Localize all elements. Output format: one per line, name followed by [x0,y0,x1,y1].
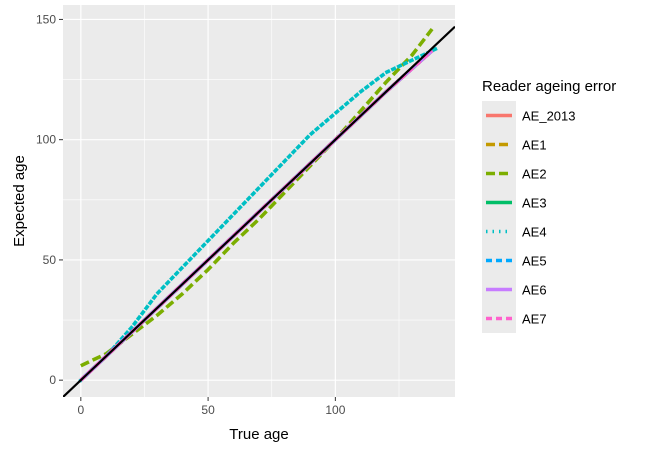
legend-label: AE5 [522,254,547,269]
legend-label: AE4 [522,225,547,240]
x-axis-ticks: 0 50 100 [77,397,346,417]
y-tick-label: 150 [36,12,56,26]
legend-label: AE2 [522,167,547,182]
legend-label: AE_2013 [522,109,576,124]
x-tick-label: 100 [325,403,345,417]
x-tick-label: 50 [201,403,215,417]
legend-title: Reader ageing error [482,78,616,95]
legend-item: AE_2013 [482,101,576,130]
series-line-ae2 [80,27,434,368]
y-axis-title: Expected age [11,155,28,247]
legend-item: AE1 [482,130,547,159]
legend-label: AE6 [522,283,547,298]
x-tick-label: 0 [77,403,84,417]
legend-item: AE6 [482,275,547,304]
reference-line-layer [63,25,455,397]
reference-line [63,25,455,397]
legend: Reader ageing error AE_2013AE1AE2AE3AE4A… [482,78,616,333]
legend-item: AE7 [482,304,547,333]
y-tick-label: 50 [43,253,57,267]
x-axis-title: True age [229,426,288,443]
legend-item: AE2 [482,159,547,188]
legend-item: AE5 [482,246,547,275]
y-tick-label: 100 [36,133,56,147]
legend-items: AE_2013 AE1 AE2 AE3 AE4 AE5 AE6 AE7 [482,101,576,333]
legend-label: AE1 [522,138,547,153]
y-axis-ticks: 0 50 100 150 [36,12,63,387]
legend-item: AE3 [482,188,547,217]
legend-item: AE4 [482,217,547,246]
major-gridlines [63,5,455,397]
legend-label: AE3 [522,196,547,211]
legend-label: AE7 [522,312,547,327]
series-line-ae4 [78,45,440,383]
y-tick-label: 0 [49,373,56,387]
